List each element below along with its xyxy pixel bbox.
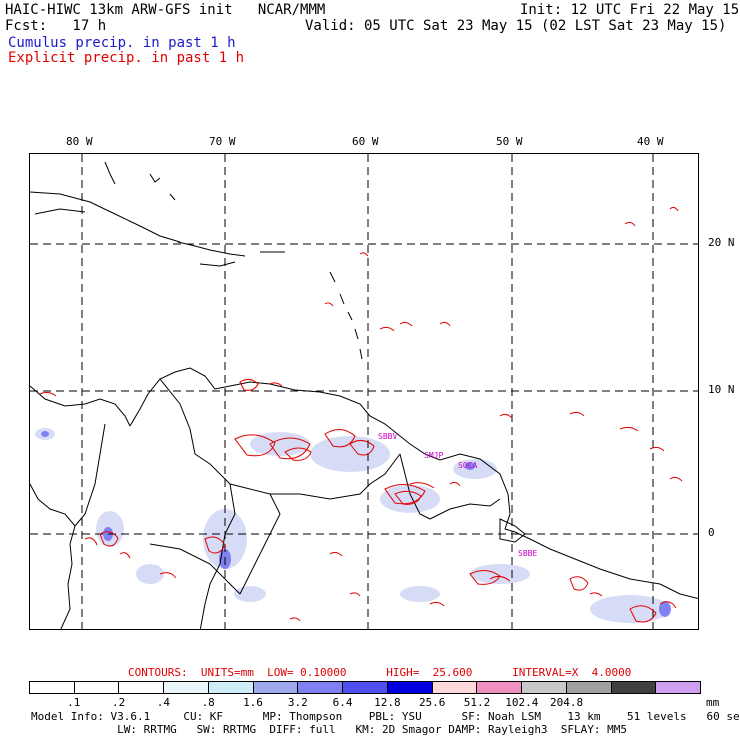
colorbar-label: .2 [111, 696, 126, 709]
colorbar-cell [30, 682, 75, 693]
colorbar-label: 12.8 [374, 696, 401, 709]
colorbar-cell [164, 682, 209, 693]
forecast-hour: Fcst: 17 h [5, 18, 107, 34]
cumulus-shading [35, 428, 670, 623]
lat-label-10n: 10 N [708, 383, 735, 396]
colorbar-cell [74, 682, 120, 693]
model-info-line1: Model Info: V3.6.1 CU: KF MP: Thompson P… [31, 710, 740, 723]
map-drawing [30, 154, 698, 629]
colorbar-cell [387, 682, 433, 693]
lon-label-60w: 60 W [352, 135, 379, 148]
colorbar-label: .8 [201, 696, 215, 709]
colorbar-label: 1.6 [243, 696, 263, 709]
lon-label-40w: 40 W [637, 135, 664, 148]
colorbar-label: 3.2 [287, 696, 308, 709]
lon-label-50w: 50 W [496, 135, 523, 148]
station-smjp: SMJP [424, 451, 444, 460]
model-title: HAIC-HIWC 13km ARW-GFS init NCAR/MMM [5, 2, 325, 18]
lon-label-70w: 70 W [209, 135, 236, 148]
colorbar-cell [656, 682, 701, 693]
org-label: NCAR/MMM [257, 2, 326, 18]
explicit-precip-contours [39, 206, 683, 623]
colorbar-cell [432, 682, 478, 693]
valid-time: Valid: 05 UTC Sat 23 May 15 (02 LST Sat … [305, 18, 727, 34]
colorbar-label: .4 [156, 696, 171, 709]
colorbar-cell [566, 682, 612, 693]
colorbar-cell [343, 682, 388, 693]
colorbar-label: .1 [67, 696, 81, 709]
colorbar-label: 6.4 [332, 696, 353, 709]
lat-label-0: 0 [708, 526, 715, 539]
station-sbbv: SBBV [378, 432, 398, 441]
colorbar-label: 102.4 [505, 696, 539, 709]
lat-label-20n: 20 N [708, 236, 735, 249]
explicit-legend: Explicit precip. in past 1 h [8, 50, 245, 66]
colorbar-label: 25.6 [418, 696, 446, 709]
colorbar-cell [522, 682, 567, 693]
model-title-text: HAIC-HIWC 13km ARW-GFS init [5, 2, 233, 18]
lon-label-80w: 80 W [66, 135, 93, 148]
lat-lon-grid [30, 154, 698, 629]
init-time: Init: 12 UTC Fri 22 May 15 [520, 2, 740, 18]
colorbar-cell [298, 682, 344, 693]
colorbar-cell [477, 682, 523, 693]
contours-info: CONTOURS: UNITS=mm LOW= 0.10000 HIGH= 25… [128, 666, 632, 679]
colorbar-unit: mm [706, 696, 720, 709]
colorbar-cell [611, 682, 657, 693]
model-info-line2: LW: RRTMG SW: RRTMG DIFF: full KM: 2D Sm… [31, 723, 628, 736]
colorbar-label: 204.8 [550, 696, 584, 709]
cumulus-legend: Cumulus precip. in past 1 h [8, 35, 236, 51]
colorbar-cell [208, 682, 254, 693]
station-sbbe: SBBE [518, 549, 538, 558]
colorbar [29, 681, 701, 694]
colorbar-cell [119, 682, 165, 693]
colorbar-cell [253, 682, 299, 693]
colorbar-label: 51.2 [463, 696, 491, 709]
coastlines [30, 161, 698, 629]
precip-map [29, 153, 699, 630]
station-soca: SOCA [458, 461, 478, 470]
